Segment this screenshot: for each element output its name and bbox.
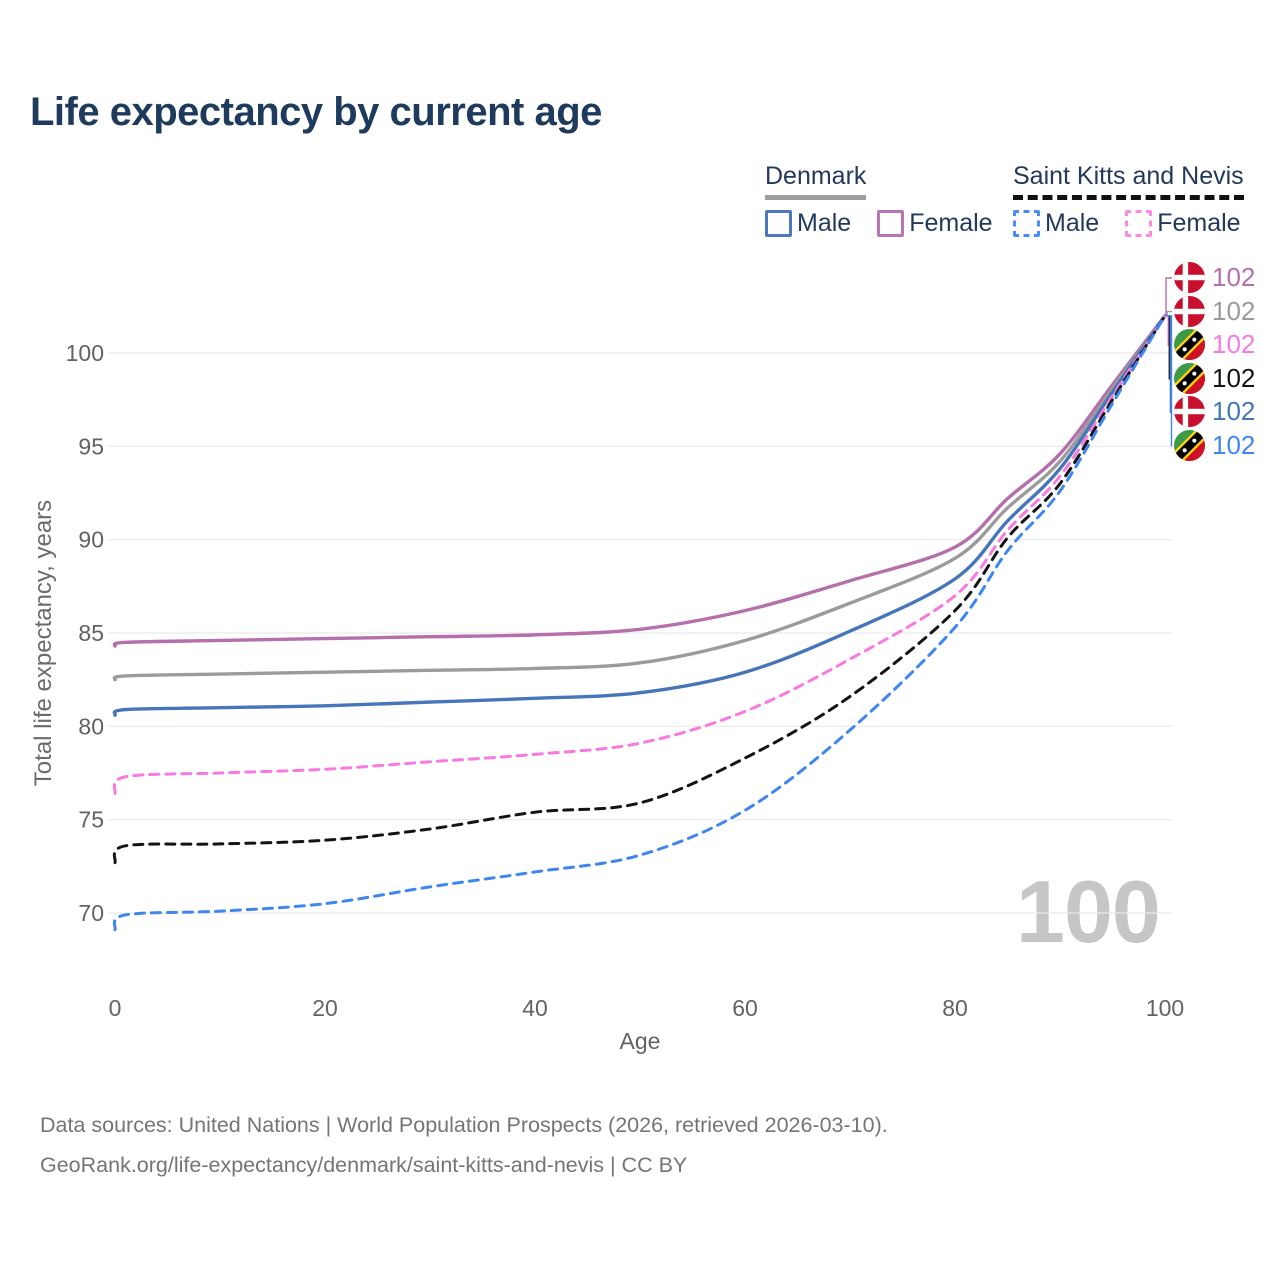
legend-country-saint-kitts-and-nevis: Saint Kitts and Nevis (1013, 162, 1244, 200)
denmark-female-swatch-icon[interactable] (877, 210, 905, 237)
end-label-row: 102 (1174, 295, 1256, 327)
line-saint-kitts-and-nevis-both-sexes (112, 314, 1167, 865)
y-tick-label: 85 (78, 620, 104, 646)
end-label-row: 102 (1174, 262, 1255, 293)
end-label-connector (1165, 277, 1172, 317)
attribution-line: GeoRank.org/life-expectancy/denmark/sain… (40, 1152, 688, 1177)
end-label-value: 102 (1212, 295, 1256, 326)
legend-item-label: Female (909, 209, 993, 237)
age-watermark: 100 (1016, 862, 1161, 961)
skn-male-swatch-icon[interactable] (1013, 210, 1040, 237)
end-label-value: 102 (1212, 329, 1256, 360)
saint-kitts-and-nevis-flag-icon (1174, 430, 1205, 461)
legend-item-label: Male (797, 209, 852, 237)
y-tick-label: 80 (78, 713, 104, 739)
end-label-value: 102 (1212, 362, 1256, 393)
legend-group-saint-kitts-and-nevis: Saint Kitts and Nevis Male Female (1013, 162, 1244, 238)
y-tick-label: 95 (78, 433, 104, 459)
line-saint-kitts-and-nevis-male (112, 314, 1167, 932)
saint-kitts-and-nevis-flag-icon (1174, 363, 1205, 394)
denmark-flag-icon (1174, 262, 1205, 293)
line-saint-kitts-and-nevis-female (112, 314, 1167, 796)
line-denmark-male (112, 313, 1167, 717)
y-tick-label: 70 (78, 900, 104, 926)
denmark-flag-icon (1174, 396, 1205, 427)
end-label-connector (1165, 314, 1173, 447)
legend-item-denmark-male[interactable]: Male (765, 209, 851, 238)
end-label-row: 102 (1174, 362, 1256, 394)
legend-item-label: Female (1157, 209, 1241, 237)
y-tick-label: 100 (66, 340, 104, 366)
data-sources-line: Data sources: United Nations | World Pop… (40, 1113, 888, 1137)
end-label-row: 102 (1174, 430, 1255, 461)
denmark-male-swatch-icon[interactable] (765, 210, 792, 237)
end-label-value: 102 (1212, 262, 1256, 292)
x-tick-label: 100 (1146, 995, 1184, 1021)
legend-item-skn-male[interactable]: Male (1013, 209, 1099, 238)
x-tick-label: 80 (942, 995, 968, 1021)
legend-item-label: Male (1045, 209, 1100, 237)
y-tick-label: 75 (78, 807, 104, 833)
legend-group-denmark: Denmark Male Female (765, 162, 993, 238)
saint-kitts-and-nevis-flag-icon (1174, 329, 1205, 360)
skn-female-swatch-icon[interactable] (1125, 210, 1153, 237)
end-label-value: 102 (1212, 430, 1256, 460)
end-label-row: 102 (1174, 329, 1255, 360)
end-label-row: 102 (1174, 396, 1255, 427)
legend-items-saint-kitts-and-nevis: Male Female (1013, 209, 1244, 238)
x-tick-label: 60 (732, 995, 758, 1021)
line-denmark-both-sexes (112, 313, 1167, 682)
legend-item-denmark-female[interactable]: Female (877, 209, 993, 238)
legend-item-skn-female[interactable]: Female (1125, 209, 1241, 238)
x-tick-label: 40 (522, 995, 548, 1021)
y-tick-label: 90 (78, 527, 104, 553)
legend-country-denmark: Denmark (765, 162, 867, 200)
x-tick-label: 20 (312, 995, 338, 1021)
end-label-value: 102 (1212, 396, 1256, 427)
page-title: Life expectancy by current age (30, 90, 602, 134)
x-tick-label: 0 (109, 995, 122, 1021)
x-axis-title: Age (619, 1028, 661, 1054)
denmark-flag-icon (1174, 296, 1205, 327)
legend-items-denmark: Male Female (765, 209, 993, 238)
line-denmark-female (112, 313, 1167, 648)
footer: Data sources: United Nations | World Pop… (40, 1106, 888, 1186)
